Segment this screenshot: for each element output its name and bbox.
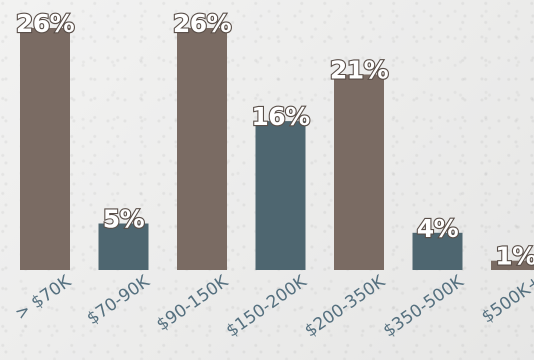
x-tick-label: $90-150K	[153, 271, 232, 335]
bars-group	[20, 28, 534, 270]
bar	[412, 232, 463, 270]
bar-value-label: 21%	[330, 56, 389, 85]
bar	[98, 223, 149, 270]
x-tick-labels-group: > $70K $70-90K $90-150K$150-200K$200-350K$…	[12, 271, 534, 341]
x-tick-label: $500K+	[478, 272, 534, 328]
x-tick-label: $150-200K	[223, 271, 311, 341]
bar-value-label: 4%	[417, 214, 459, 243]
x-tick-label: $350-500K	[380, 271, 468, 341]
value-labels-group: 26% 5% 26% 16% 21% 4% 1%	[15, 8, 534, 272]
x-tick-label: $70-90K	[83, 271, 154, 329]
bar-value-label: 16%	[251, 102, 310, 131]
bar-value-label: 5%	[103, 205, 145, 234]
bar	[177, 28, 227, 270]
bar-value-label: 26%	[173, 9, 232, 38]
bar	[491, 260, 534, 270]
x-tick-label: > $70K	[12, 271, 76, 324]
bar	[20, 28, 70, 270]
x-tick-label: $200-350K	[301, 271, 389, 341]
bar-value-label: 1%	[495, 242, 534, 271]
bar	[334, 74, 384, 270]
bar	[255, 121, 306, 270]
bar-value-label: 26%	[16, 9, 75, 38]
